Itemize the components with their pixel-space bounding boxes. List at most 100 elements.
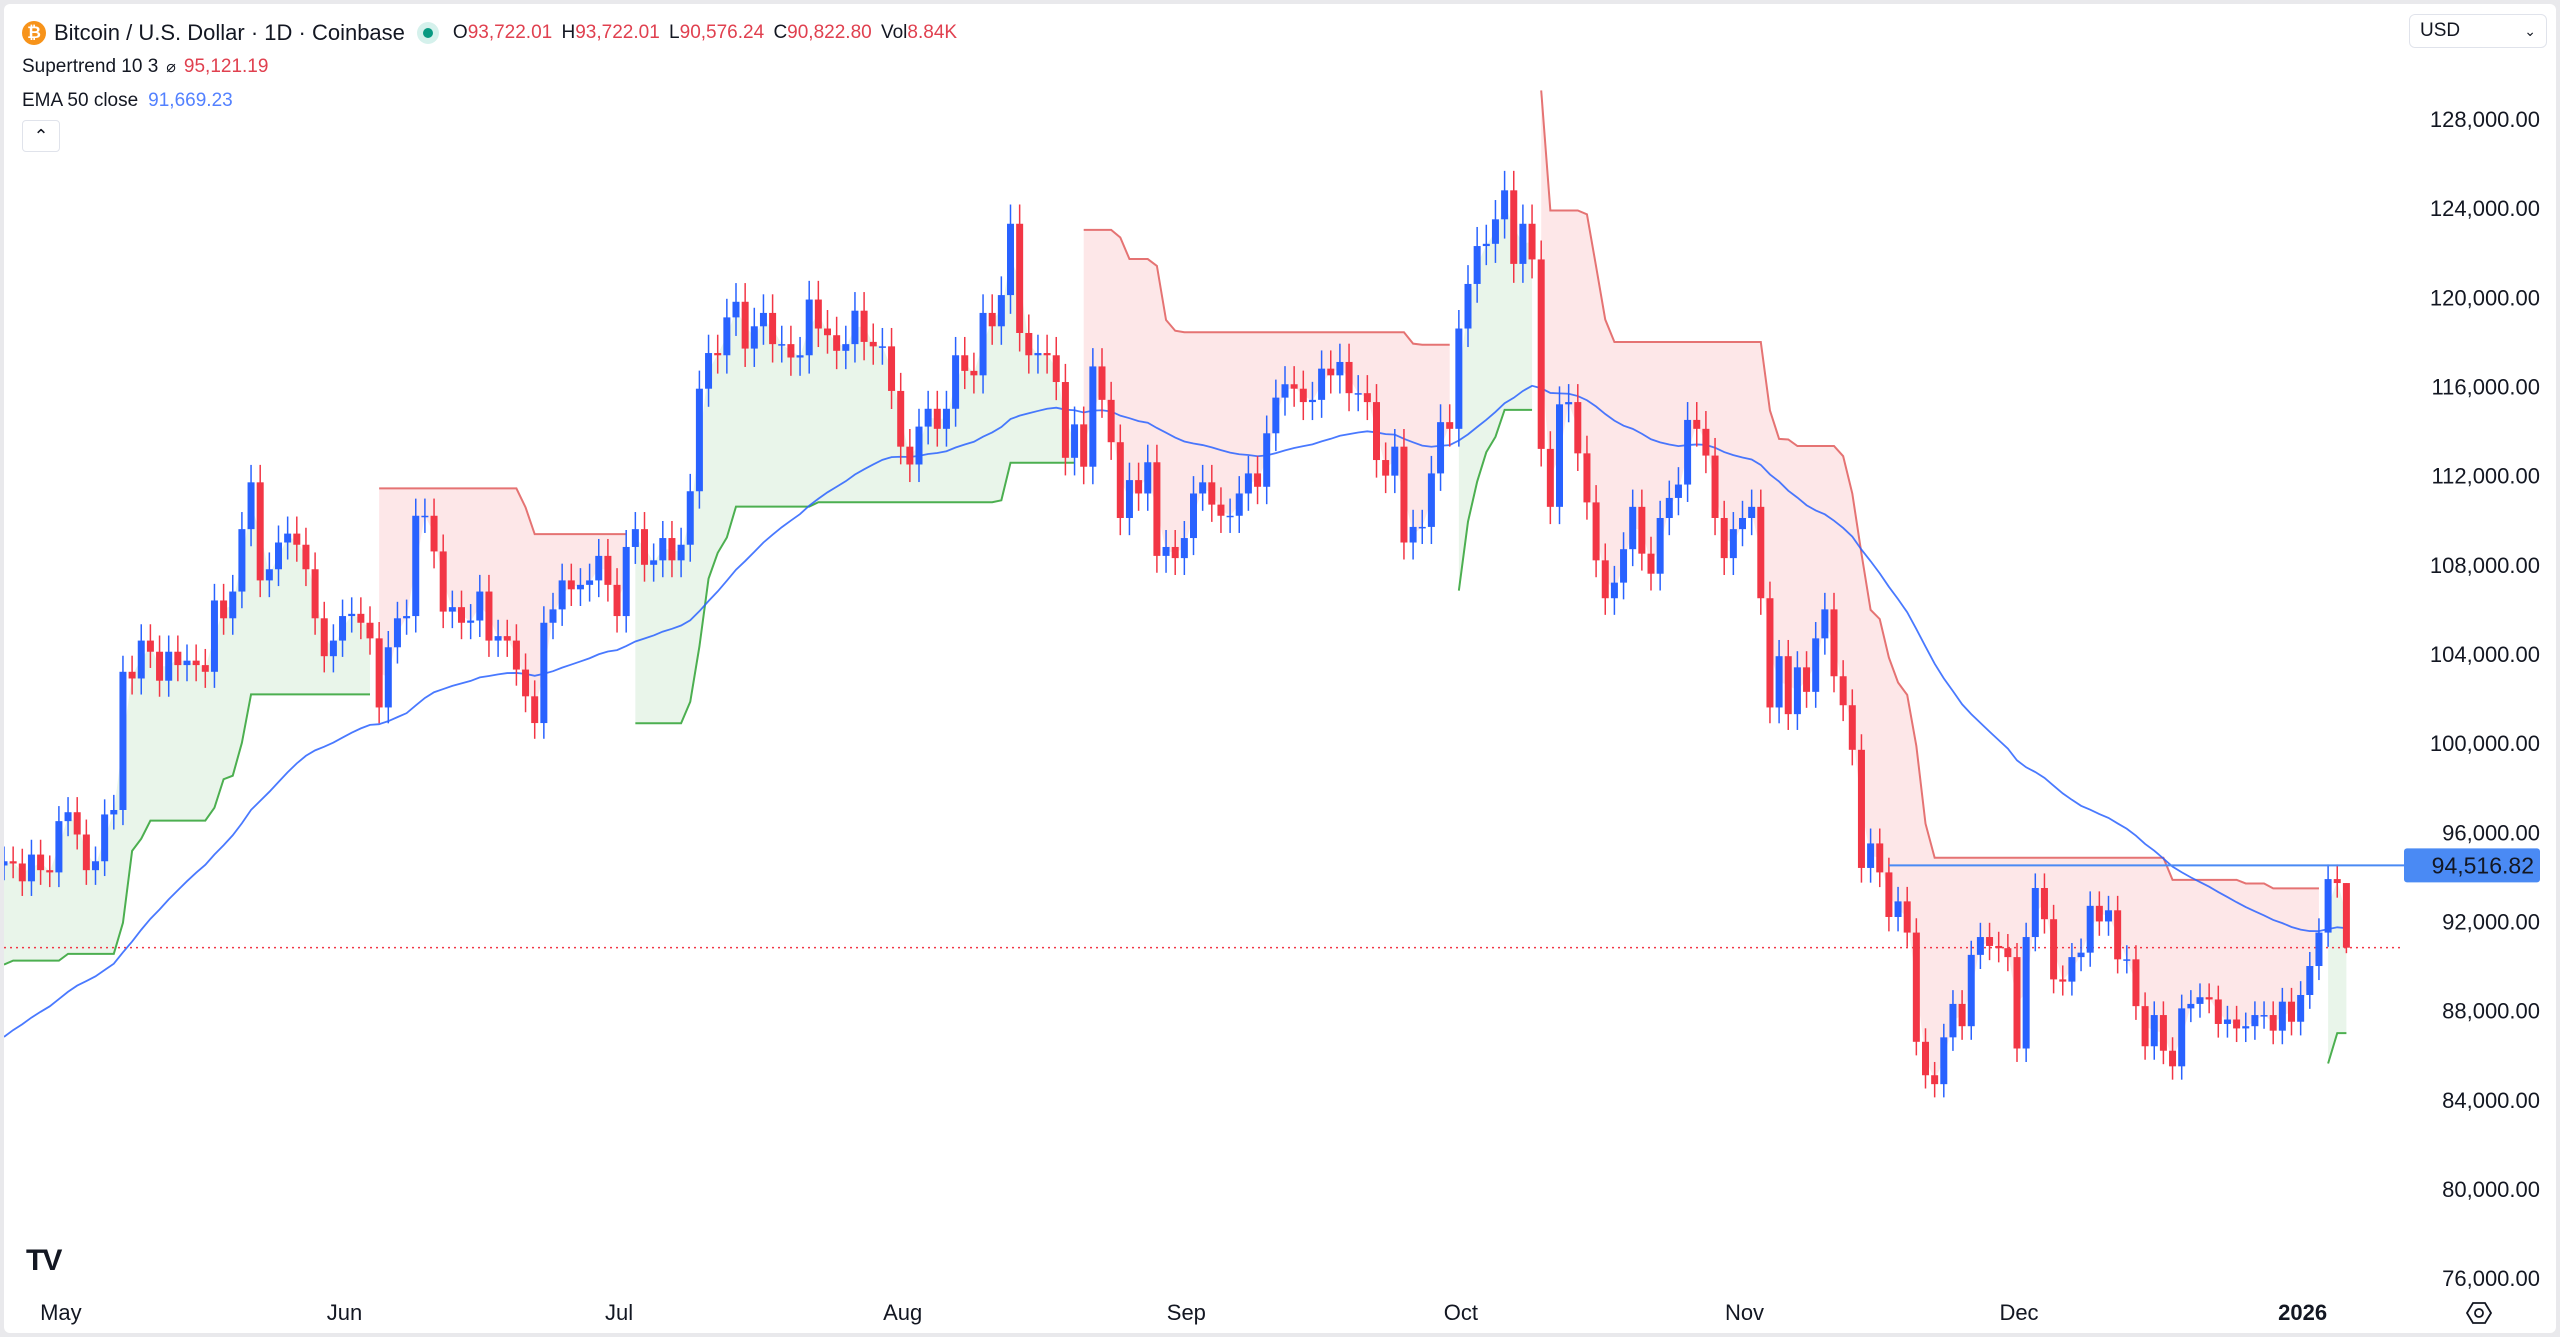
candle-down[interactable] bbox=[641, 529, 648, 565]
candle-up[interactable] bbox=[64, 812, 72, 822]
candle-down[interactable] bbox=[1720, 517, 1728, 559]
candle-down[interactable] bbox=[1583, 453, 1591, 503]
candle-down[interactable] bbox=[1107, 399, 1115, 443]
candle-up[interactable] bbox=[842, 344, 850, 351]
candle-down[interactable] bbox=[1574, 402, 1582, 454]
candle-down[interactable] bbox=[201, 665, 209, 672]
candle-up[interactable] bbox=[1684, 419, 1692, 485]
candle-down[interactable] bbox=[2269, 1015, 2277, 1031]
candle-up[interactable] bbox=[1418, 526, 1426, 529]
candle-up[interactable] bbox=[1144, 462, 1152, 494]
candle-down[interactable] bbox=[9, 861, 17, 864]
candle-up[interactable] bbox=[448, 607, 456, 612]
candle-down[interactable] bbox=[1876, 843, 1884, 873]
candle-up[interactable] bbox=[2196, 997, 2204, 1004]
candle-down[interactable] bbox=[1025, 332, 1033, 356]
candle-up[interactable] bbox=[1437, 422, 1445, 474]
candle-up[interactable] bbox=[595, 555, 603, 581]
candle-up[interactable] bbox=[1263, 433, 1271, 487]
candle-up[interactable] bbox=[631, 529, 639, 547]
candle-down[interactable] bbox=[613, 584, 621, 617]
candle-down[interactable] bbox=[512, 640, 520, 670]
candle-down[interactable] bbox=[503, 636, 511, 641]
candle-up[interactable] bbox=[2022, 937, 2030, 1049]
candle-down[interactable] bbox=[567, 580, 575, 590]
candle-down[interactable] bbox=[961, 355, 969, 371]
candle-down[interactable] bbox=[1857, 749, 1865, 868]
candle-up[interactable] bbox=[979, 312, 987, 376]
candle-up[interactable] bbox=[1748, 506, 1756, 518]
candle-down[interactable] bbox=[1043, 353, 1051, 356]
candle-up[interactable] bbox=[2187, 1003, 2195, 1009]
candle-up[interactable] bbox=[2123, 959, 2131, 961]
candle-up[interactable] bbox=[229, 591, 237, 619]
candle-down[interactable] bbox=[46, 870, 54, 873]
candle-up[interactable] bbox=[1821, 609, 1829, 639]
candle-up[interactable] bbox=[101, 814, 109, 862]
candle-up[interactable] bbox=[4, 861, 8, 866]
candle-up[interactable] bbox=[2306, 966, 2314, 995]
candle-down[interactable] bbox=[1537, 259, 1545, 449]
candle-up[interactable] bbox=[467, 620, 475, 623]
candle-down[interactable] bbox=[311, 569, 319, 619]
candle-down[interactable] bbox=[988, 312, 996, 327]
candle-down[interactable] bbox=[888, 346, 896, 391]
candle-up[interactable] bbox=[915, 426, 923, 465]
candle-down[interactable] bbox=[2114, 910, 2122, 960]
ema-legend[interactable]: EMA 50 close 91,669.23 bbox=[22, 84, 957, 118]
candle-up[interactable] bbox=[1235, 493, 1243, 516]
candle-up[interactable] bbox=[2077, 952, 2085, 958]
candle-up[interactable] bbox=[1244, 473, 1252, 494]
candle-up[interactable] bbox=[878, 346, 886, 348]
candle-up[interactable] bbox=[1501, 190, 1509, 220]
candle-down[interactable] bbox=[1601, 560, 1609, 599]
candle-up[interactable] bbox=[924, 408, 932, 427]
candle-up[interactable] bbox=[494, 636, 502, 641]
candle-up[interactable] bbox=[1427, 473, 1435, 527]
candle-up[interactable] bbox=[1656, 517, 1664, 574]
candle-up[interactable] bbox=[1665, 497, 1673, 518]
candle-down[interactable] bbox=[2059, 979, 2067, 982]
candle-up[interactable] bbox=[2150, 1015, 2158, 1047]
candle-up[interactable] bbox=[695, 388, 703, 492]
candle-up[interactable] bbox=[165, 651, 173, 681]
candle-up[interactable] bbox=[1336, 361, 1344, 376]
candle-up[interactable] bbox=[1354, 393, 1362, 395]
candle-up[interactable] bbox=[1629, 506, 1637, 550]
candle-down[interactable] bbox=[128, 671, 136, 679]
candle-up[interactable] bbox=[1949, 1003, 1957, 1038]
candle-down[interactable] bbox=[1702, 428, 1710, 456]
candle-down[interactable] bbox=[293, 533, 301, 545]
candle-down[interactable] bbox=[1830, 609, 1838, 677]
candle-down[interactable] bbox=[146, 640, 154, 652]
candle-down[interactable] bbox=[1373, 402, 1380, 461]
candle-up[interactable] bbox=[1729, 529, 1737, 559]
candle-up[interactable] bbox=[2251, 1015, 2259, 1027]
candle-down[interactable] bbox=[458, 607, 465, 623]
candle-up[interactable] bbox=[2315, 932, 2323, 967]
candle-up[interactable] bbox=[1739, 517, 1746, 530]
candle-down[interactable] bbox=[2013, 957, 2021, 1049]
candle-down[interactable] bbox=[2095, 905, 2103, 922]
candle-down[interactable] bbox=[357, 613, 365, 623]
candle-up[interactable] bbox=[549, 609, 557, 623]
candle-down[interactable] bbox=[1116, 442, 1124, 518]
candle-up[interactable] bbox=[421, 515, 429, 518]
candle-down[interactable] bbox=[37, 854, 45, 871]
candle-down[interactable] bbox=[2050, 919, 2058, 980]
candle-up[interactable] bbox=[1071, 424, 1079, 458]
candle-down[interactable] bbox=[668, 538, 676, 561]
candle-down[interactable] bbox=[860, 310, 868, 342]
candle-down[interactable] bbox=[906, 446, 914, 465]
candle-down[interactable] bbox=[1922, 1041, 1929, 1076]
candle-up[interactable] bbox=[1894, 901, 1902, 917]
candle-down[interactable] bbox=[2169, 1050, 2177, 1067]
candle-up[interactable] bbox=[393, 618, 401, 648]
candle-down[interactable] bbox=[1528, 223, 1536, 260]
candle-down[interactable] bbox=[1016, 223, 1024, 333]
candle-up[interactable] bbox=[778, 344, 786, 346]
candle-up[interactable] bbox=[677, 544, 685, 561]
candle-up[interactable] bbox=[1519, 223, 1527, 264]
candle-up[interactable] bbox=[2031, 888, 2039, 938]
candle-up[interactable] bbox=[1034, 353, 1042, 356]
